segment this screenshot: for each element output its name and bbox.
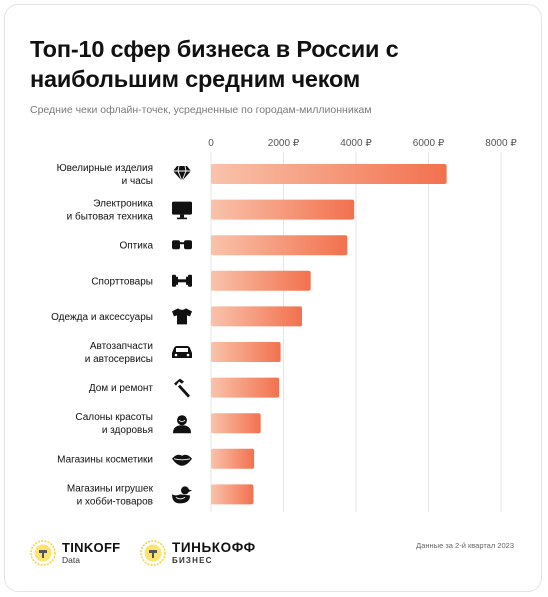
tick-label: 4000 ₽ <box>340 138 372 149</box>
category-label: Электроника и бытовая техника <box>67 199 154 223</box>
category-label: Ювелирные изделия и часы <box>57 163 153 187</box>
category-label: Одежда и аксессуары <box>51 312 153 323</box>
duck-icon <box>172 486 192 504</box>
person-icon <box>173 415 191 434</box>
category-label: Магазины косметики <box>57 454 153 465</box>
logo2-sub: БИЗНЕС <box>172 555 213 565</box>
bar <box>211 484 254 505</box>
category-label: Оптика <box>119 241 153 252</box>
tinkoff-business-logo: ТИНЬКОФФ БИЗНЕС <box>140 540 256 566</box>
car-icon <box>172 346 192 358</box>
bar <box>211 164 447 184</box>
logo2-main: ТИНЬКОФФ <box>172 539 256 555</box>
monitor-icon <box>172 201 192 220</box>
logo1-main: TINKOFF <box>62 539 121 555</box>
tinkoff-seal-icon <box>140 540 166 566</box>
tshirt-icon <box>172 308 192 325</box>
category-label: Дом и ремонт <box>89 383 154 394</box>
category-label: Спорттовары <box>91 276 153 287</box>
card <box>4 4 542 592</box>
dumbbell-icon <box>172 274 192 287</box>
tick-label: 0 <box>208 138 214 149</box>
bar <box>211 235 348 256</box>
bar <box>211 270 311 291</box>
glasses-icon <box>172 240 192 250</box>
data-period-note: Данные за 2-й квартал 2023 <box>416 541 514 550</box>
category-label: Салоны красоты и здоровья <box>75 412 153 436</box>
hammer-icon <box>174 378 190 398</box>
diamond-icon <box>173 165 191 183</box>
bar <box>211 377 280 398</box>
bar <box>211 306 302 327</box>
page-subtitle: Средние чеки офлайн-точек, усредненные п… <box>30 104 372 116</box>
tinkoff-seal-icon <box>30 540 56 566</box>
tick-label: 2000 ₽ <box>268 138 300 149</box>
bar <box>211 448 255 469</box>
tick-label: 8000 ₽ <box>485 138 517 149</box>
category-label: Автозапчасти и автосервисы <box>85 341 153 365</box>
tick-label: 6000 ₽ <box>413 138 445 149</box>
bar <box>211 342 281 362</box>
bar <box>211 413 261 434</box>
tinkoff-data-logo: TINKOFF Data <box>30 540 120 566</box>
page-title: Топ-10 сфер бизнеса в России с наибольши… <box>30 36 399 92</box>
logo1-sub: Data <box>62 554 80 565</box>
bar <box>211 199 355 220</box>
lips-icon <box>172 454 192 466</box>
category-label: Магазины игрушек и хобби-товаров <box>67 483 154 507</box>
